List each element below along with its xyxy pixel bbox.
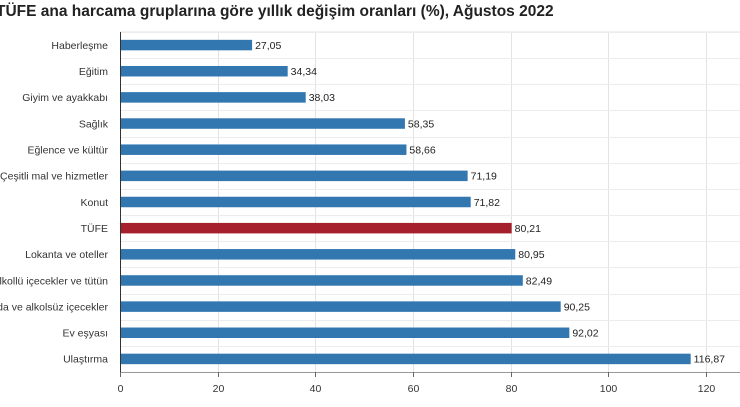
bar: [120, 275, 523, 286]
bar: [120, 327, 570, 339]
bar: [120, 144, 407, 155]
bar: [120, 118, 405, 129]
x-tick-label: 120: [698, 383, 716, 395]
x-tick-label: 20: [213, 383, 225, 395]
value-label: 58,35: [408, 118, 434, 130]
value-label: 27,05: [255, 40, 281, 52]
bar: [120, 222, 512, 234]
value-label: 38,03: [309, 92, 335, 104]
category-label: Gıda ve alkolsüz içecekler: [0, 301, 108, 313]
bar: [120, 170, 468, 182]
value-label: 58,66: [409, 144, 435, 156]
value-label: 116,87: [694, 354, 725, 366]
x-tick-label: 40: [310, 383, 322, 395]
value-label: 82,49: [526, 275, 552, 287]
value-label: 71,19: [471, 171, 497, 183]
bar: [120, 196, 471, 208]
value-label: 80,95: [518, 249, 544, 261]
category-label: Konut: [81, 197, 109, 209]
bar: [120, 353, 691, 365]
bar: [120, 39, 253, 51]
category-label: Haberleşme: [51, 40, 108, 52]
bar: [120, 301, 561, 312]
category-label: Eğitim: [79, 66, 108, 78]
category-label: Sağlık: [79, 118, 109, 130]
x-tick-label: 0: [118, 383, 124, 395]
category-label: TÜFE: [81, 223, 108, 235]
x-tick-label: 80: [506, 383, 518, 395]
value-label: 80,21: [515, 223, 541, 235]
value-label: 34,34: [291, 66, 317, 78]
bars: Haberleşme 27,05 Eğitim 34,34 Giyim ve ayakk…: [0, 39, 725, 366]
category-label: Lokanta ve oteller: [25, 249, 108, 261]
category-label: Ev eşyası: [62, 328, 108, 340]
category-label: Alkollü içecekler ve tütün: [0, 275, 108, 287]
category-label: Giyim ve ayakkabı: [22, 92, 108, 104]
chart-title: TÜFE ana harcama gruplarına göre yıllık …: [0, 3, 554, 20]
category-label: Ulaştırma: [63, 354, 108, 366]
value-label: 92,02: [572, 328, 598, 340]
category-label: Eğlence ve kültür: [27, 144, 108, 156]
x-axis: 0 20 40 60 80 100 120: [118, 32, 740, 395]
x-tick-label: 100: [600, 383, 618, 395]
value-label: 90,25: [564, 301, 590, 313]
x-tick-label: 60: [408, 383, 420, 395]
value-label: 71,82: [474, 197, 500, 209]
bar: [120, 65, 288, 77]
bar: [120, 249, 516, 260]
bar: [120, 92, 306, 103]
category-label: Çeşitli mal ve hizmetler: [0, 171, 108, 183]
